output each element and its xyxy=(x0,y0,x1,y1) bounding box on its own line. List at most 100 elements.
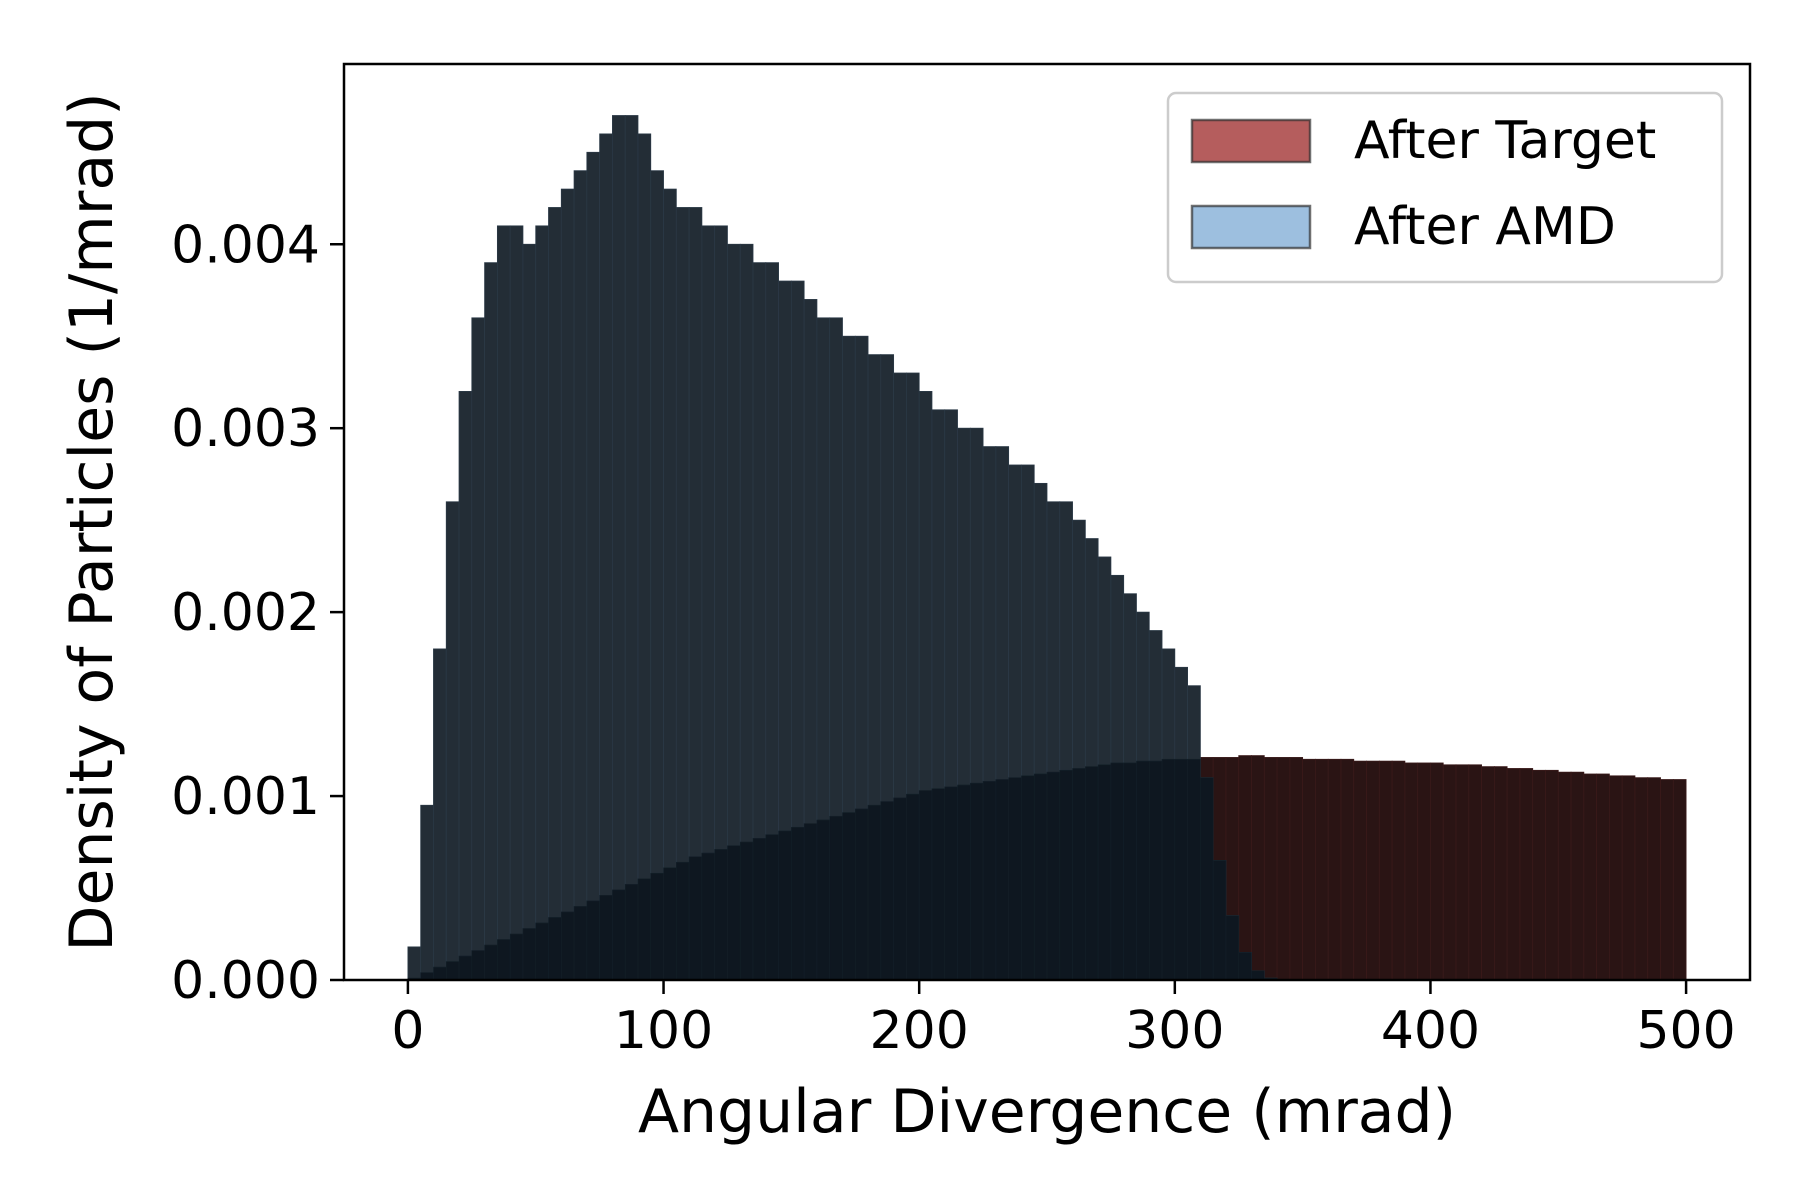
y-axis-title: Density of Particles (1/mrad) xyxy=(57,92,127,951)
bar-overlap xyxy=(1200,777,1214,981)
bar-after-amd xyxy=(522,243,537,981)
bar-overlap xyxy=(765,834,779,981)
bar-overlap xyxy=(867,804,882,981)
x-axis-title: Angular Divergence (mrad) xyxy=(638,1077,1456,1147)
bar-overlap xyxy=(791,827,805,981)
bar-overlap xyxy=(970,782,984,981)
bar-after-amd xyxy=(433,648,447,981)
bar-overlap xyxy=(752,838,767,981)
y-tick-label: 0.000 xyxy=(171,951,320,1011)
bar-after-target xyxy=(1519,768,1534,981)
bar-overlap xyxy=(739,841,754,981)
bar-overlap xyxy=(548,917,562,981)
bar-overlap xyxy=(1148,760,1163,981)
bar-after-target xyxy=(1353,760,1367,981)
bar-overlap xyxy=(624,884,639,981)
bar-after-amd xyxy=(612,115,626,981)
bar-after-amd xyxy=(586,151,601,981)
bar-overlap xyxy=(1212,860,1227,981)
bar-overlap xyxy=(637,878,652,981)
bar-after-amd xyxy=(599,133,613,981)
bar-overlap xyxy=(727,845,741,981)
bar-overlap xyxy=(957,784,971,981)
y-tick-label: 0.001 xyxy=(171,767,320,827)
bar-overlap xyxy=(663,867,677,981)
bar-after-target xyxy=(1442,764,1457,981)
bar-after-target xyxy=(1596,773,1610,981)
y-tick-label: 0.004 xyxy=(171,215,320,275)
bar-overlap xyxy=(778,830,792,981)
bar-after-target xyxy=(1263,757,1278,981)
bar-overlap xyxy=(688,856,703,981)
bar-overlap xyxy=(1008,777,1022,981)
bar-after-target xyxy=(1545,769,1559,981)
bar-overlap xyxy=(982,781,997,981)
bar-overlap xyxy=(1187,758,1201,981)
x-tick-label: 100 xyxy=(614,1001,713,1061)
bar-after-amd xyxy=(573,170,588,981)
bar-overlap xyxy=(1059,770,1073,981)
bar-after-amd xyxy=(650,170,664,981)
bar-overlap xyxy=(1161,758,1176,981)
bar-overlap xyxy=(522,928,537,981)
bar-overlap xyxy=(1123,762,1137,981)
bar-after-target xyxy=(1417,762,1431,981)
bar-after-target xyxy=(1327,758,1342,981)
bar-overlap xyxy=(1136,760,1150,981)
bar-after-target xyxy=(1532,769,1546,981)
bar-overlap xyxy=(433,966,447,981)
bar-overlap xyxy=(458,955,473,981)
x-axis-ticks: 0 100 200 300 400 500 xyxy=(391,980,1736,1061)
bar-overlap xyxy=(803,823,818,981)
bar-overlap xyxy=(535,922,549,981)
plot-frame xyxy=(342,62,1752,982)
bar-overlap xyxy=(445,961,460,981)
bar-after-target xyxy=(1315,758,1329,981)
bar-after-amd xyxy=(535,225,549,981)
bar-overlap xyxy=(1097,764,1112,981)
bar-overlap xyxy=(650,873,664,981)
bar-overlap xyxy=(676,861,690,981)
bar-overlap xyxy=(854,808,869,981)
x-tick-label: 300 xyxy=(1125,1001,1224,1061)
bar-after-target xyxy=(1570,771,1585,981)
bar-after-target xyxy=(1506,768,1521,981)
bar-overlap xyxy=(1046,771,1061,981)
bar-after-amd xyxy=(560,188,575,981)
x-tick-label: 400 xyxy=(1381,1001,1480,1061)
bar-after-amd xyxy=(484,262,498,981)
bar-overlap xyxy=(484,944,498,981)
bar-after-amd xyxy=(407,946,422,981)
bar-overlap xyxy=(918,790,933,981)
bar-overlap xyxy=(893,797,907,981)
bar-after-target xyxy=(1238,755,1252,981)
bar-after-target xyxy=(1378,760,1393,981)
bar-overlap xyxy=(599,895,613,981)
legend-swatch-after-target xyxy=(1190,118,1312,164)
y-tick-label: 0.003 xyxy=(171,399,320,459)
bar-after-target xyxy=(1557,771,1572,981)
bar-overlap xyxy=(497,939,511,981)
bar-overlap xyxy=(471,950,485,981)
x-tick-label: 0 xyxy=(391,1001,424,1061)
bar-overlap xyxy=(586,900,600,981)
bar-after-target xyxy=(1583,773,1598,981)
bar-overlap xyxy=(701,852,715,981)
bar-overlap xyxy=(1021,775,1035,981)
bar-overlap xyxy=(714,849,728,981)
bar-overlap xyxy=(1238,952,1252,981)
legend: After Target After AMD xyxy=(1166,91,1724,284)
bar-after-target xyxy=(1647,777,1661,981)
bar-after-target xyxy=(1621,775,1636,981)
bar-after-target xyxy=(1302,758,1316,981)
bar-overlap xyxy=(560,911,575,981)
bar-after-target xyxy=(1251,755,1265,981)
bar-overlap xyxy=(944,786,958,981)
bar-after-target xyxy=(1609,775,1623,981)
bar-after-target xyxy=(1468,764,1482,981)
y-tick-label: 0.002 xyxy=(171,583,320,643)
legend-label-after-target: After Target xyxy=(1354,111,1656,171)
bar-after-target xyxy=(1481,766,1495,981)
